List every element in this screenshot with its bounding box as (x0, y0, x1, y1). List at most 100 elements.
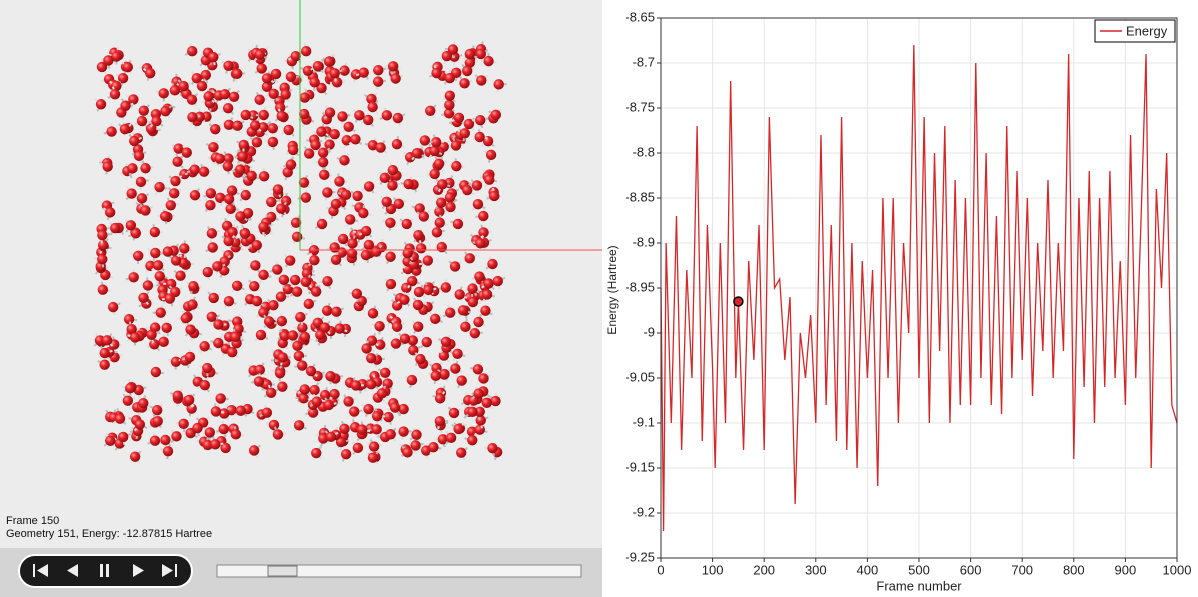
oxygen-atom (383, 411, 394, 423)
x-tick-label: 300 (805, 562, 827, 577)
oxygen-atom (268, 88, 279, 99)
oxygen-atom (240, 189, 251, 201)
oxygen-atom (429, 168, 440, 180)
oxygen-atom (107, 301, 119, 313)
oxygen-atom (235, 405, 246, 416)
oxygen-atom (119, 123, 131, 135)
next-button[interactable] (133, 564, 144, 577)
oxygen-atom (204, 427, 216, 438)
oxygen-atom (337, 233, 349, 245)
oxygen-atom (146, 329, 157, 341)
oxygen-atom (97, 284, 109, 295)
oxygen-atom (437, 434, 449, 445)
oxygen-atom (316, 82, 327, 94)
oxygen-atom (331, 77, 343, 88)
y-axis-label: Energy (Hartree) (605, 245, 619, 334)
oxygen-atom (170, 356, 182, 367)
oxygen-atom (251, 137, 263, 148)
oxygen-atom (322, 187, 333, 198)
oxygen-atom (240, 109, 251, 121)
slider-thumb[interactable] (267, 565, 298, 577)
current-frame-marker (733, 296, 744, 307)
oxygen-atom (361, 343, 372, 354)
oxygen-atom (385, 278, 397, 290)
oxygen-atom (251, 295, 263, 307)
oxygen-atom (303, 298, 314, 310)
oxygen-atom (276, 110, 287, 122)
oxygen-atom (398, 403, 409, 415)
oxygen-atom (280, 89, 291, 100)
oxygen-atom (248, 445, 260, 456)
oxygen-atom (267, 123, 278, 134)
oxygen-atom (303, 148, 315, 159)
oxygen-atom (467, 283, 478, 294)
oxygen-atom (199, 341, 210, 352)
oxygen-atom (254, 364, 266, 376)
oxygen-atom (237, 151, 248, 162)
oxygen-atom (230, 331, 241, 343)
oxygen-atom (376, 388, 388, 399)
x-axis-label: Frame number (876, 578, 962, 593)
oxygen-atom (321, 305, 333, 316)
oxygen-atom (302, 65, 314, 76)
oxygen-atom (145, 68, 156, 79)
oxygen-atom (129, 451, 141, 462)
oxygen-atom (246, 170, 257, 182)
y-tick-label: -8.85 (625, 189, 655, 204)
oxygen-atom (210, 406, 222, 417)
oxygen-atom (316, 126, 327, 137)
oxygen-atom (226, 185, 238, 196)
oxygen-atom (444, 90, 456, 101)
oxygen-atom (310, 139, 321, 151)
oxygen-atom (101, 335, 113, 346)
oxygen-atom (290, 217, 302, 228)
oxygen-atom (206, 228, 218, 239)
oxygen-atom (258, 307, 269, 318)
oxygen-atom (299, 331, 311, 343)
oxygen-atom (277, 381, 288, 392)
first-frame-button[interactable] (33, 564, 48, 577)
oxygen-atom (185, 324, 196, 335)
y-tick-label: -8.65 (625, 9, 655, 24)
oxygen-atom (138, 105, 149, 116)
oxygen-atom (407, 335, 419, 346)
oxygen-atom (142, 280, 154, 291)
oxygen-atom (366, 93, 377, 105)
frame-slider[interactable] (216, 564, 582, 578)
oxygen-atom (278, 274, 290, 286)
oxygen-atom (311, 447, 322, 459)
oxygen-atom (169, 188, 180, 199)
x-tick-label: 100 (702, 562, 724, 577)
oxygen-atom (268, 299, 279, 311)
oxygen-atom (133, 250, 144, 261)
oxygen-atom (158, 88, 169, 99)
oxygen-atom (385, 251, 396, 262)
oxygen-atom (117, 72, 129, 84)
oxygen-atom (444, 99, 455, 111)
oxygen-atom (258, 171, 270, 182)
oxygen-atom (325, 370, 336, 382)
oxygen-atom (272, 184, 284, 195)
oxygen-atom (356, 424, 368, 435)
oxygen-atom (448, 407, 460, 419)
oxygen-atom (403, 178, 414, 190)
oxygen-atom (152, 415, 163, 427)
oxygen-atom (290, 50, 301, 62)
oxygen-atom (490, 395, 501, 407)
oxygen-atom (475, 114, 486, 126)
oxygen-atom (445, 432, 457, 444)
oxygen-atom (270, 68, 282, 80)
plot-frame (660, 17, 1178, 559)
oxygen-atom (238, 139, 249, 151)
oxygen-atom (390, 338, 402, 349)
oxygen-atom (123, 313, 135, 325)
oxygen-atom (208, 292, 219, 304)
oxygen-atom (235, 211, 246, 222)
previous-button[interactable] (67, 564, 78, 577)
pause-button[interactable] (100, 564, 109, 577)
oxygen-atom (371, 424, 382, 435)
oxygen-atom (474, 131, 485, 143)
oxygen-atom (280, 195, 292, 207)
last-frame-button[interactable] (162, 564, 177, 577)
frame-label: Frame 150 (6, 515, 60, 527)
